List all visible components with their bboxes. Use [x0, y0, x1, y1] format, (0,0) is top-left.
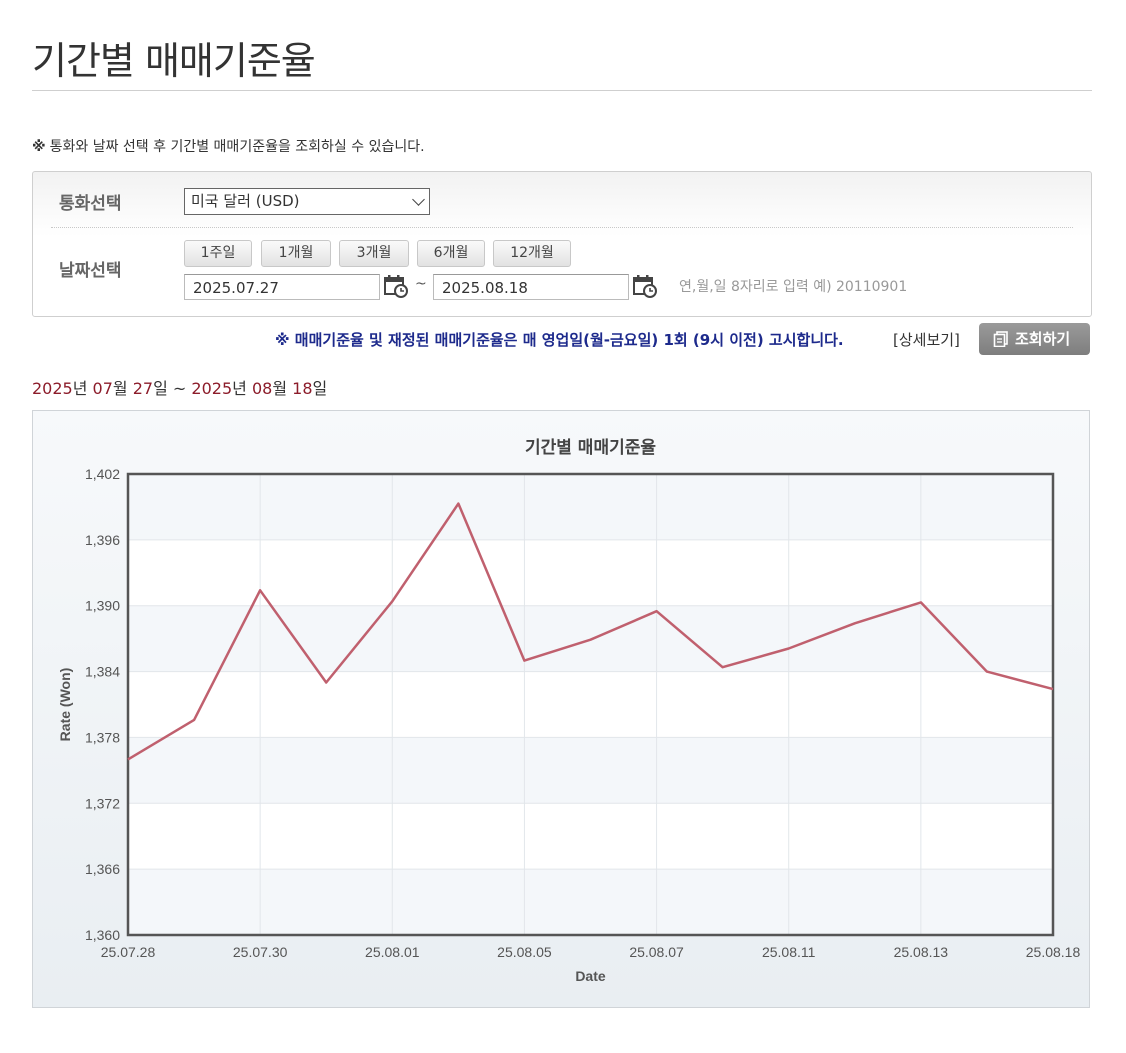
range-start-year: 2025	[32, 379, 73, 398]
plot-band	[128, 869, 1053, 935]
detail-link[interactable]: [상세보기]	[893, 331, 960, 349]
search-panel: 통화선택 미국 달러 (USD) 날짜선택 1주일 1개월 3개월 6개월 12…	[32, 171, 1092, 317]
y-tick-label: 1,360	[85, 927, 120, 943]
calendar-icon[interactable]	[383, 273, 409, 299]
y-tick-label: 1,396	[85, 532, 120, 548]
currency-select[interactable]: 미국 달러 (USD)	[184, 188, 430, 215]
currency-select-value: 미국 달러 (USD)	[191, 192, 300, 210]
y-tick-label: 1,384	[85, 664, 120, 680]
x-axis-label: Date	[575, 968, 606, 984]
x-tick-label: 25.07.28	[101, 944, 156, 960]
y-tick-label: 1,402	[85, 466, 120, 482]
year-unit: 년	[232, 379, 247, 398]
range-separator: ~	[172, 379, 187, 398]
calendar-icon[interactable]	[632, 273, 658, 299]
rate-line-chart: 1,360 1,366 1,372 1,378 1,384 1,390 1,396 1,402…	[57, 438, 1081, 984]
y-tick-label: 1,378	[85, 729, 120, 745]
period-button-1month[interactable]: 1개월	[261, 240, 331, 267]
chevron-down-icon	[412, 193, 425, 206]
rate-series-line	[127, 502, 1054, 761]
chart-panel: 1,360 1,366 1,372 1,378 1,384 1,390 1,396 1,402…	[32, 410, 1090, 1008]
range-end-day: 18	[292, 379, 313, 398]
page-title: 기간별 매매기준율	[32, 39, 316, 83]
title-divider	[32, 90, 1092, 91]
plot-border	[126, 472, 1055, 937]
range-start-day: 27	[132, 379, 154, 398]
x-tick-label: 25.08.18	[1026, 944, 1081, 960]
day-unit: 일	[153, 379, 168, 398]
row-divider	[51, 227, 1073, 228]
plot-band	[128, 474, 1053, 540]
x-tick-label: 25.08.05	[497, 944, 552, 960]
start-date-input[interactable]: 2025.07.27	[184, 274, 380, 300]
day-unit: 일	[312, 379, 328, 398]
period-button-12months[interactable]: 12개월	[493, 240, 571, 267]
period-button-3months[interactable]: 3개월	[339, 240, 409, 267]
page-notice: ※ 통화와 날짜 선택 후 기간별 매매기준율을 조회하실 수 있습니다.	[32, 136, 425, 156]
selected-range: 2025년 07월 27일 ~ 2025년 08월 18일	[32, 375, 327, 399]
month-unit: 월	[272, 379, 288, 398]
currency-label: 통화선택	[59, 194, 122, 214]
notice-text: 통화와 날짜 선택 후 기간별 매매기준율을 조회하실 수 있습니다.	[49, 139, 425, 155]
document-icon	[993, 331, 1008, 347]
date-label: 날짜선택	[59, 261, 122, 281]
notice-mark: ※	[32, 139, 46, 155]
range-end-year: 2025	[191, 379, 233, 398]
end-date-input[interactable]: 2025.08.18	[433, 274, 629, 300]
query-button[interactable]: 조회하기	[979, 323, 1090, 355]
date-range-separator: ~	[415, 276, 427, 292]
year-unit: 년	[72, 379, 88, 398]
x-tick-label: 25.08.01	[365, 944, 420, 960]
date-format-hint: 연,월,일 8자리로 입력 예) 20110901	[679, 279, 908, 295]
plot-area	[128, 474, 1053, 935]
period-button-1week[interactable]: 1주일	[184, 240, 252, 267]
announcement-notice: ※ 매매기준율 및 재정된 매매기준율은 매 영업일(월-금요일) 1회 (9시…	[275, 331, 844, 349]
month-unit: 월	[112, 379, 128, 398]
range-start-month: 07	[92, 379, 113, 398]
chart-title: 기간별 매매기준율	[525, 438, 656, 458]
y-tick-label: 1,372	[85, 795, 120, 811]
query-button-label: 조회하기	[1015, 330, 1071, 348]
y-axis-label: Rate (Won)	[57, 668, 73, 742]
plot-band	[128, 737, 1053, 804]
period-button-6months[interactable]: 6개월	[417, 240, 485, 267]
x-tick-label: 25.07.30	[233, 944, 288, 960]
range-end-month: 08	[251, 379, 273, 398]
x-tick-label: 25.08.11	[762, 944, 816, 960]
y-tick-label: 1,390	[85, 598, 120, 614]
x-tick-label: 25.08.07	[629, 944, 684, 960]
y-tick-label: 1,366	[85, 861, 120, 877]
x-tick-label: 25.08.13	[894, 944, 949, 960]
